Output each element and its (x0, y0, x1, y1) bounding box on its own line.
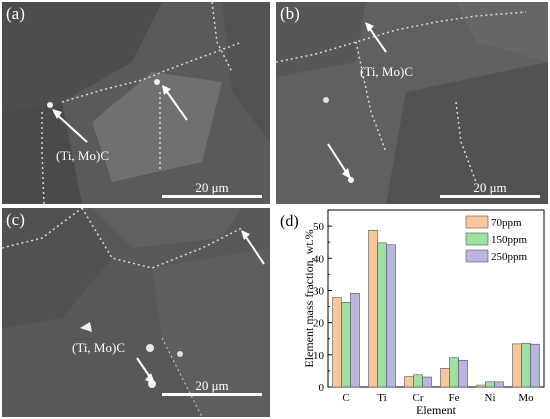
bar-Ni-250ppm (494, 381, 504, 388)
chart-axes: 0 10 20 30 40 50 C Ti Cr Fe Ni Mo (313, 209, 545, 404)
precipitate-label-a: (Ti, Mo)C (56, 148, 109, 163)
bar-Mo-70ppm (512, 343, 522, 388)
scale-label-b: 20 μm (473, 180, 507, 195)
bar-chart: (d) 0 10 20 30 40 50 C Ti Cr Fe Ni Mo 70ppm 150ppm 25… (280, 209, 545, 417)
bar-C-150ppm (341, 302, 351, 388)
bar-Cr-150ppm (413, 374, 423, 388)
y-axis-label: Element mass fraction, wt.% (302, 229, 316, 367)
x-tick-label-Ni: Ni (485, 392, 496, 404)
bar-Fe-250ppm (458, 359, 468, 388)
bar-Ni-70ppm (476, 384, 486, 388)
scale-line-b (440, 195, 540, 198)
scale-label-a: 20 μm (195, 180, 229, 195)
precipitate-label-b: (Ti, Mo)C (360, 64, 413, 79)
y-tick-label-5: 50 (313, 221, 325, 233)
scale-line-c (162, 393, 262, 396)
chart-bars (332, 229, 540, 388)
bar-Mo-250ppm (530, 343, 540, 388)
plot-frame (327, 209, 545, 388)
bar-C-250ppm (350, 293, 360, 388)
legend-label-150ppm: 150ppm (491, 234, 528, 246)
legend-swatch-150ppm (465, 232, 489, 246)
x-axis-label: Element (416, 403, 457, 417)
legend-swatch-70ppm (465, 215, 489, 229)
bar-Mo-150ppm (521, 342, 531, 388)
sem-panel-a: (a) (Ti, Mo)C 20 μm (2, 2, 270, 204)
sem-panel-b: (b) (Ti, Mo)C 20 μm (276, 2, 548, 204)
sem-micrograph-c (2, 208, 270, 417)
x-tick-label-Fe: Fe (449, 392, 460, 404)
x-tick-label-Cr: Cr (413, 392, 424, 404)
y-tick-label-4: 40 (313, 253, 325, 265)
scale-bar-a: 20 μm (162, 180, 262, 198)
y-tick-label-3: 30 (313, 285, 325, 297)
chart-legend: 70ppm 150ppm 250ppm (465, 215, 528, 263)
x-tick-label-Ti: Ti (377, 392, 386, 404)
scale-label-c: 20 μm (195, 378, 229, 393)
scale-bar-c: 20 μm (162, 378, 262, 396)
precipitate-label-c: (Ti, Mo)C (72, 340, 125, 355)
bar-Ni-150ppm (485, 381, 495, 388)
bar-Ti-250ppm (386, 244, 396, 388)
bar-Cr-250ppm (422, 376, 432, 388)
scale-bar-b: 20 μm (440, 180, 540, 198)
sem-micrograph-a (2, 2, 270, 204)
panel-label-a: (a) (6, 4, 25, 23)
scale-line-a (162, 195, 262, 198)
bar-Cr-70ppm (404, 376, 414, 388)
panel-label-c: (c) (6, 210, 25, 229)
x-tick-label-C: C (342, 392, 349, 404)
bar-C-70ppm (332, 297, 342, 388)
panel-label-b: (b) (280, 4, 300, 23)
y-tick-label-0: 0 (319, 382, 325, 394)
x-tick-label-Mo: Mo (518, 392, 534, 404)
bar-Ti-70ppm (368, 229, 378, 388)
y-tick-label-2: 20 (313, 318, 325, 330)
sem-micrograph-b (276, 2, 548, 204)
sem-panel-c: (c) (Ti, Mo)C 20 μm (2, 208, 270, 417)
panel-label-d: (d) (280, 213, 299, 230)
bar-Fe-150ppm (449, 357, 459, 388)
bar-Ti-150ppm (377, 242, 387, 388)
legend-swatch-250ppm (465, 249, 489, 263)
legend-label-250ppm: 250ppm (491, 251, 528, 263)
y-tick-label-1: 10 (313, 350, 325, 362)
bar-Fe-70ppm (440, 368, 450, 388)
legend-label-70ppm: 70ppm (491, 217, 522, 229)
